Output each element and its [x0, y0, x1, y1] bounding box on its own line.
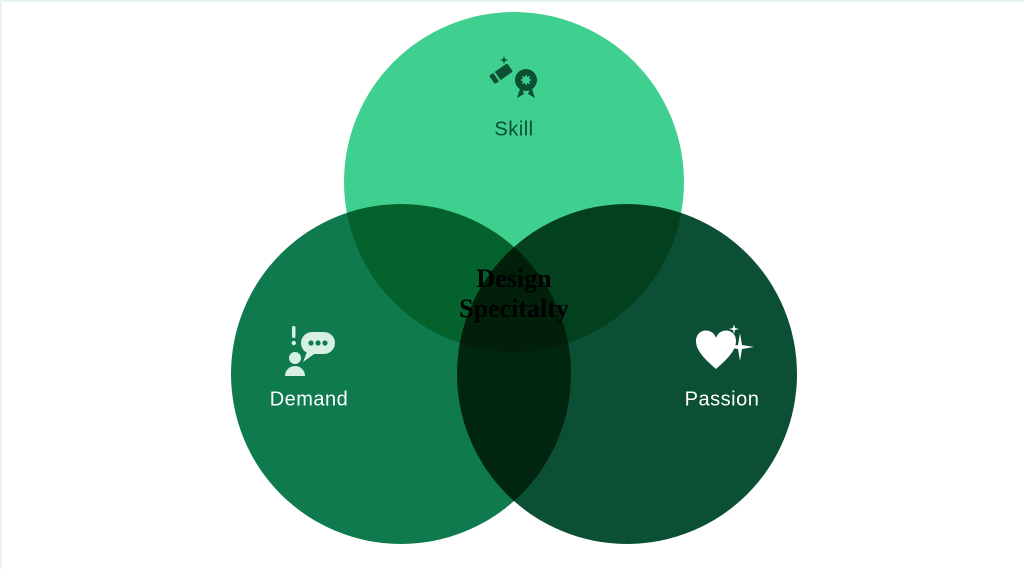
venn-center-label: Design Specitalty	[459, 264, 569, 324]
venn-label-skill: Skill	[494, 119, 533, 142]
venn-diagram: Skill Demand Passion Design Specitalty	[0, 0, 1024, 569]
venn-center-line1: Design	[459, 264, 569, 294]
venn-label-passion: Passion	[685, 389, 760, 412]
venn-label-demand: Demand	[270, 389, 349, 412]
skill-icon	[482, 56, 546, 104]
passion-icon	[690, 325, 754, 375]
demand-icon	[277, 324, 341, 376]
venn-center-line2: Specitalty	[459, 294, 569, 324]
